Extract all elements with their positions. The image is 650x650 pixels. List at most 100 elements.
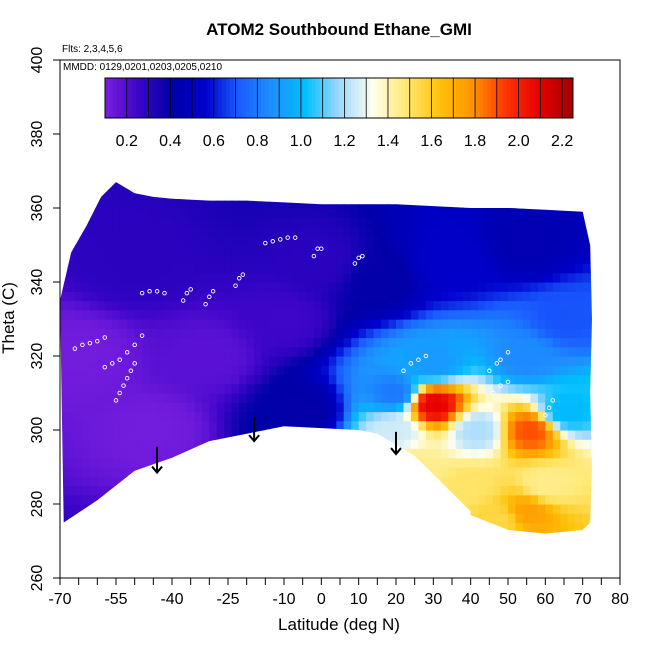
heatmap-cell (418, 291, 427, 302)
heatmap-cell (410, 402, 419, 413)
heatmap-cell (209, 448, 218, 459)
heatmap-cell (552, 374, 561, 385)
heatmap-cell (478, 476, 487, 487)
flight-track-points (72, 235, 556, 418)
heatmap-cell (351, 245, 360, 255)
heatmap-cell (67, 476, 76, 487)
heatmap-cell (598, 365, 606, 375)
heatmap-cell (269, 328, 278, 339)
heatmap-cell (493, 467, 502, 477)
heatmap-cell (74, 282, 83, 292)
heatmap-cell (261, 182, 270, 191)
heatmap-cell (179, 263, 188, 274)
heatmap-cell (119, 337, 128, 348)
heatmap-cell (186, 337, 195, 348)
heatmap-cell (306, 235, 315, 246)
heatmap-cell (112, 383, 121, 394)
heatmap-cell (224, 272, 233, 283)
heatmap-cell (396, 171, 404, 181)
heatmap-cell (530, 513, 539, 524)
heatmap-cell (560, 208, 569, 218)
heatmap-cell (246, 383, 255, 394)
heatmap-cell (373, 346, 382, 357)
heatmap-cell (500, 291, 509, 302)
heatmap-cell (500, 309, 509, 320)
heatmap-cell (186, 531, 195, 534)
heatmap-cell (254, 319, 263, 329)
heatmap-cell (343, 439, 352, 450)
heatmap-cell (149, 448, 158, 459)
heatmap-cell (366, 393, 375, 403)
heatmap-cell (336, 356, 345, 366)
heatmap-cell (142, 337, 151, 348)
heatmap-cell (276, 439, 285, 450)
heatmap-cell (486, 171, 494, 181)
heatmap-cell (246, 346, 255, 357)
heatmap-cell (67, 485, 76, 496)
heatmap-cell (269, 282, 278, 292)
heatmap-cell (224, 504, 233, 514)
heatmap-cell (552, 208, 561, 218)
heatmap-cell (582, 300, 591, 311)
heatmap-cell (575, 522, 584, 533)
heatmap-cell (470, 411, 479, 422)
heatmap-cell (485, 263, 494, 274)
heatmap-cell (552, 504, 561, 514)
heatmap-cell (97, 374, 106, 385)
heatmap-cell (186, 374, 195, 385)
heatmap-cell (186, 467, 195, 477)
heatmap-cell (209, 356, 218, 366)
heatmap-cell (284, 504, 293, 514)
heatmap-cell (582, 430, 591, 440)
heatmap-cell (74, 254, 83, 265)
heatmap-cell (134, 356, 143, 366)
heatmap-cell (239, 513, 248, 524)
heatmap-cell (60, 531, 69, 534)
heatmap-cell (224, 365, 233, 376)
heatmap-cell (366, 402, 375, 413)
heatmap-cell (358, 531, 367, 534)
heatmap-cell (216, 198, 225, 209)
heatmap-cell (560, 245, 569, 255)
heatmap-cell (336, 439, 345, 450)
heatmap-cell (216, 217, 225, 228)
heatmap-cell (261, 485, 270, 496)
heatmap-cell (351, 263, 360, 274)
heatmap-cell (530, 439, 539, 450)
heatmap-cell (418, 182, 427, 191)
heatmap-cell (284, 254, 293, 265)
heatmap-cell (134, 226, 143, 237)
heatmap-cell (598, 291, 606, 301)
heatmap-cell (575, 319, 584, 329)
heatmap-cell (254, 365, 263, 376)
heatmap-cell (89, 522, 98, 533)
heatmap-cell (119, 189, 128, 200)
heatmap-cell (179, 476, 188, 487)
heatmap-cell (179, 309, 188, 320)
heatmap-cell (284, 182, 293, 191)
heatmap-cell (172, 208, 181, 218)
heatmap-cell (448, 365, 457, 376)
heatmap-cell (552, 282, 561, 292)
heatmap-cell (485, 411, 494, 422)
heatmap-cell (298, 356, 307, 366)
heatmap-cell (172, 235, 181, 246)
heatmap-cell (246, 319, 255, 329)
heatmap-cell (261, 522, 270, 533)
heatmap-cell (448, 272, 457, 283)
heatmap-cell (448, 531, 457, 534)
heatmap-cell (186, 411, 195, 422)
y-tick-label: 400 (29, 47, 46, 74)
heatmap-cell (97, 513, 106, 524)
heatmap-cell (209, 402, 218, 413)
heatmap-cell (224, 411, 233, 422)
heatmap-cell (425, 291, 434, 302)
heatmap-cell (74, 393, 83, 403)
heatmap-cell (216, 494, 225, 505)
heatmap-cell (410, 420, 419, 431)
heatmap-cell (537, 365, 546, 376)
heatmap-cell (298, 430, 307, 440)
heatmap-cell (358, 217, 367, 228)
heatmap-cell (343, 217, 352, 228)
heatmap-cell (224, 245, 233, 255)
